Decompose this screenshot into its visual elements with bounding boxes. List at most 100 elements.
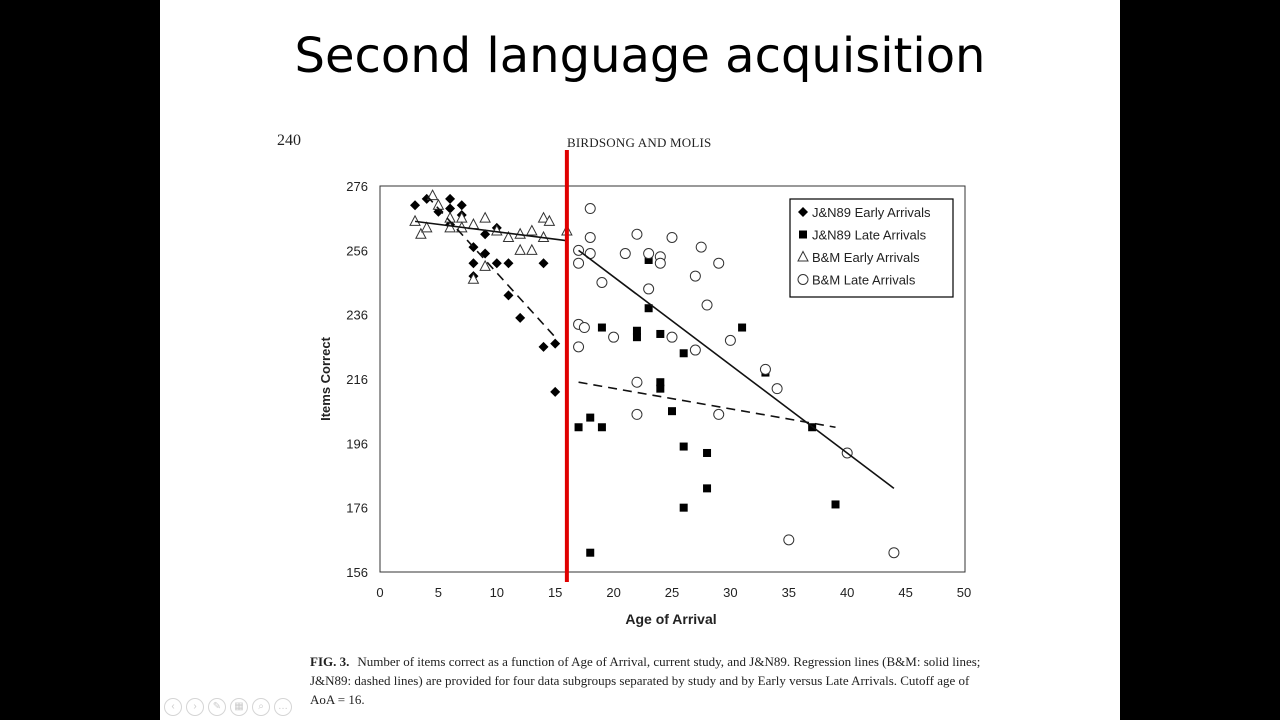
legend: J&N89 Early Arrivals J&N89 Late Arrivals B… (789, 198, 954, 298)
x-tick-label: 25 (665, 585, 679, 600)
pen-icon[interactable]: ✎ (208, 698, 226, 716)
x-tick-label: 20 (606, 585, 620, 600)
data-point (666, 331, 678, 343)
data-point (703, 484, 712, 493)
more-icon[interactable]: … (274, 698, 292, 716)
running-head: BIRDSONG AND MOLIS (567, 135, 712, 150)
data-point (573, 257, 585, 269)
data-point (713, 257, 725, 269)
data-point (724, 334, 736, 346)
slide-controls: ‹ › ✎ ▦ ⌕ … (164, 698, 292, 716)
x-tick-label: 45 (898, 585, 912, 600)
data-point (783, 534, 795, 546)
data-point (738, 323, 747, 332)
regression-line (578, 249, 895, 490)
data-point (695, 241, 707, 253)
data-point (631, 408, 643, 420)
scatter-chart: 0 5 10 15 20 25 30 35 40 45 50 156 176 196 216 236 256 27… (318, 150, 971, 627)
data-point (573, 341, 585, 353)
data-point (578, 322, 590, 334)
data-point (689, 270, 701, 282)
data-point (608, 331, 620, 343)
data-point (679, 503, 688, 512)
legend-marker (799, 230, 807, 239)
slide: Second language acquisition 240 BIRDSONG… (160, 0, 1120, 720)
data-point (550, 386, 561, 397)
data-point (480, 229, 491, 240)
data-point (410, 200, 421, 211)
data-point (468, 258, 479, 269)
prev-icon[interactable]: ‹ (164, 698, 182, 716)
data-point (426, 189, 439, 201)
data-point (574, 423, 583, 432)
caption-text: Number of items correct as a function of… (310, 654, 981, 707)
data-point (644, 304, 653, 313)
data-point (831, 500, 840, 509)
data-point (503, 290, 514, 301)
data-point (584, 231, 596, 243)
x-tick-label: 40 (840, 585, 854, 600)
data-point (503, 258, 514, 269)
data-point (759, 363, 771, 375)
data-point (415, 227, 427, 239)
data-point (631, 228, 643, 240)
x-tick-label: 30 (723, 585, 737, 600)
y-tick-label: 256 (346, 243, 368, 258)
legend-marker (797, 274, 809, 285)
data-point (632, 333, 641, 342)
series-triangle (409, 189, 573, 284)
data-point (689, 344, 701, 356)
data-point (526, 224, 538, 236)
data-point (538, 341, 549, 352)
data-point (514, 227, 526, 239)
data-point (445, 193, 456, 204)
zoom-icon[interactable]: ⌕ (252, 698, 270, 716)
slide-title: Second language acquisition (294, 28, 986, 84)
data-point (502, 230, 515, 242)
data-point (656, 378, 665, 387)
data-point (514, 243, 526, 255)
figure-caption: FIG. 3. Number of items correct as a func… (310, 652, 990, 709)
data-point (643, 248, 655, 260)
data-point (526, 243, 538, 255)
page-number: 240 (277, 132, 301, 149)
data-point (597, 423, 606, 432)
data-point (679, 349, 688, 358)
data-point (456, 200, 467, 211)
y-axis-label: Items Correct (318, 336, 333, 420)
x-axis-label: Age of Arrival (625, 611, 716, 627)
y-tick-label: 156 (346, 565, 368, 580)
data-point (666, 231, 678, 243)
data-point (479, 211, 491, 223)
data-point (420, 221, 433, 233)
plot-frame (379, 185, 966, 573)
legend-label: J&N89 Late Arrivals (812, 228, 927, 243)
data-point (445, 203, 456, 214)
legend-marker (797, 250, 809, 262)
data-point (631, 376, 643, 388)
x-tick-label: 5 (435, 585, 442, 600)
data-point (537, 211, 550, 223)
data-point (644, 255, 653, 264)
x-tick-label: 35 (782, 585, 796, 600)
y-tick-label: 236 (346, 308, 368, 323)
data-point (467, 218, 480, 230)
data-point (703, 448, 712, 457)
data-point (596, 277, 608, 288)
legend-marker (798, 207, 808, 217)
data-point (479, 259, 491, 271)
data-point (771, 383, 783, 395)
legend-label: J&N89 Early Arrivals (812, 205, 931, 220)
legend-label: B&M Late Arrivals (812, 273, 916, 288)
data-point (654, 257, 666, 269)
next-icon[interactable]: › (186, 698, 204, 716)
slides-icon[interactable]: ▦ (230, 698, 248, 716)
regression-line (426, 195, 556, 338)
legend-box (789, 198, 954, 298)
data-point (619, 248, 631, 260)
x-tick-label: 50 (957, 585, 971, 600)
x-tick-label: 10 (490, 585, 504, 600)
data-point (584, 203, 596, 215)
data-point (586, 413, 595, 422)
y-tick-label: 276 (346, 179, 368, 194)
